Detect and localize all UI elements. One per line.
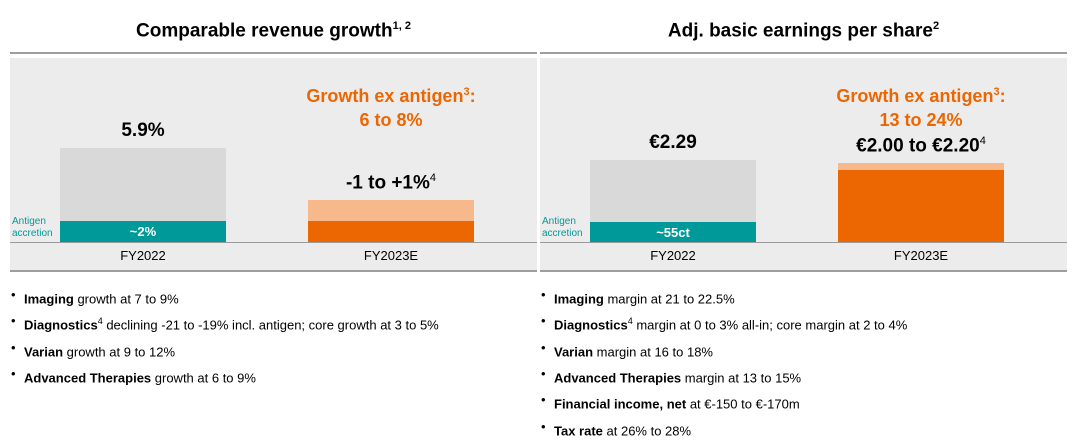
revenue-chart-title: Comparable revenue growth1, 2 (10, 20, 537, 42)
bullet-item: Diagnostics4 margin at 0 to 3% all-in; c… (541, 310, 908, 336)
growth-range: 6 to 8% (359, 110, 423, 130)
growth-heading: Growth ex antigen3: (268, 80, 514, 108)
category-fy2022: FY2022 (120, 248, 166, 263)
growth-heading-colon: : (999, 86, 1006, 106)
bullet-item: Diagnostics4 declining -21 to -19% incl.… (11, 310, 439, 336)
antigen-accretion-label: Antigen accretion (542, 216, 583, 240)
antigen-label-line1: Antigen (542, 216, 576, 227)
eps-chart-title: Adj. basic earnings per share2 (540, 20, 1067, 42)
fy2022-antigen-bar (590, 222, 756, 242)
growth-range: 13 to 24% (879, 110, 963, 130)
bullet-text: at 26% to 28% (602, 422, 692, 438)
bullet-bold: Imaging (24, 291, 74, 307)
bullet-footnote: 4 (627, 316, 633, 327)
fy2022-value-label: €2.29 (649, 131, 697, 153)
chart-baseline (10, 242, 537, 243)
fy2023e-value-label: -1 to +1%4 (278, 172, 504, 194)
bullet-bold: Tax rate (554, 422, 603, 438)
category-fy2022: FY2022 (650, 248, 696, 263)
fy2023e-base-bar (838, 170, 1004, 242)
bullet-bold: Varian (24, 343, 64, 359)
bullet-text: at €-150 to €-170m (686, 396, 800, 412)
bullet-text: growth at 9 to 12% (63, 343, 176, 359)
growth-heading: Growth ex antigen3: (798, 80, 1044, 108)
growth-heading-footnote: 3 (463, 86, 470, 98)
chart-baseline (540, 242, 1067, 243)
bullet-bold: Diagnostics (554, 317, 628, 333)
fy2023e-value-text: €2.00 to €2.20 (856, 135, 980, 157)
fy2023e-base-bar (308, 220, 474, 242)
bullet-text: growth at 7 to 9% (73, 291, 179, 307)
bullet-bold: Advanced Therapies (24, 370, 152, 386)
eps-title-text: Adj. basic earnings per share (667, 20, 933, 42)
fy2022-value-label: 5.9% (121, 119, 165, 141)
fy2022-antigen-label: ~2% (129, 223, 157, 239)
bottom-divider (10, 270, 537, 272)
growth-ex-antigen-annotation: Growth ex antigen3: 13 to 24% (798, 80, 1044, 132)
growth-heading-footnote: 3 (993, 86, 1000, 98)
antigen-accretion-label: Antigen accretion (12, 216, 53, 240)
bullet-footnote: 4 (97, 316, 103, 327)
fy2023e-range-bar (308, 199, 474, 221)
bullet-text: margin at 13 to 15% (681, 370, 802, 386)
bullet-bold: Varian (554, 343, 594, 359)
bullet-item: Imaging growth at 7 to 9% (11, 284, 439, 310)
eps-title-footnote: 2 (932, 20, 940, 32)
top-divider (540, 52, 1067, 54)
growth-heading-text: Growth ex antigen (306, 86, 464, 106)
antigen-label-line2: accretion (542, 228, 583, 239)
fy2023e-value-label: €2.00 to €2.204 (808, 135, 1034, 157)
bullet-item: Advanced Therapies growth at 6 to 9% (11, 363, 439, 389)
antigen-label-line2: accretion (12, 228, 53, 239)
category-fy2023e: FY2023E (363, 248, 419, 263)
bullet-text: declining -21 to -19% incl. antigen; cor… (102, 317, 439, 333)
revenue-title-text: Comparable revenue growth (136, 20, 393, 42)
bullet-item: Varian margin at 16 to 18% (541, 337, 907, 363)
growth-heading-text: Growth ex antigen (836, 86, 994, 106)
bullet-text: margin at 21 to 22.5% (603, 291, 735, 307)
eps-bullet-list: Imaging margin at 21 to 22.5% Diagnostic… (540, 284, 907, 442)
bullet-item: Varian growth at 9 to 12% (11, 337, 439, 363)
bullet-item: Advanced Therapies margin at 13 to 15% (541, 363, 907, 389)
fy2023e-value-footnote: 4 (979, 134, 986, 147)
fy2023e-value-footnote: 4 (429, 171, 437, 184)
bullet-text: margin at 16 to 18% (593, 343, 713, 359)
bottom-divider (540, 270, 1067, 272)
revenue-growth-panel: Comparable revenue growth1, 2 ~2% 5.9% -… (10, 0, 537, 429)
fy2022-antigen-bar (60, 220, 226, 242)
fy2022-antigen-label: ~55ct (656, 224, 690, 240)
fy2023e-range-bar (838, 162, 1004, 170)
growth-heading-colon: : (469, 86, 476, 106)
category-fy2023e: FY2023E (893, 248, 949, 263)
bullet-bold: Advanced Therapies (554, 370, 682, 386)
bullet-text: growth at 6 to 9% (151, 370, 256, 386)
bullet-item: Imaging margin at 21 to 22.5% (541, 284, 907, 310)
revenue-title-footnote: 1, 2 (392, 20, 411, 32)
bullet-item: Financial income, net at €-150 to €-170m (541, 389, 907, 415)
revenue-bullet-list: Imaging growth at 7 to 9% Diagnostics4 d… (10, 284, 439, 389)
eps-panel: Adj. basic earnings per share2 ~55ct €2.… (540, 0, 1067, 438)
bullet-text: margin at 0 to 3% all-in; core margin at… (632, 317, 908, 333)
bullet-bold: Imaging (554, 291, 604, 307)
top-divider (10, 52, 537, 54)
fy2023e-value-text: -1 to +1% (345, 171, 430, 193)
antigen-label-line1: Antigen (12, 216, 46, 227)
bullet-bold: Diagnostics (24, 317, 98, 333)
bullet-bold: Financial income, net (554, 396, 687, 412)
growth-ex-antigen-annotation: Growth ex antigen3: 6 to 8% (268, 80, 514, 132)
